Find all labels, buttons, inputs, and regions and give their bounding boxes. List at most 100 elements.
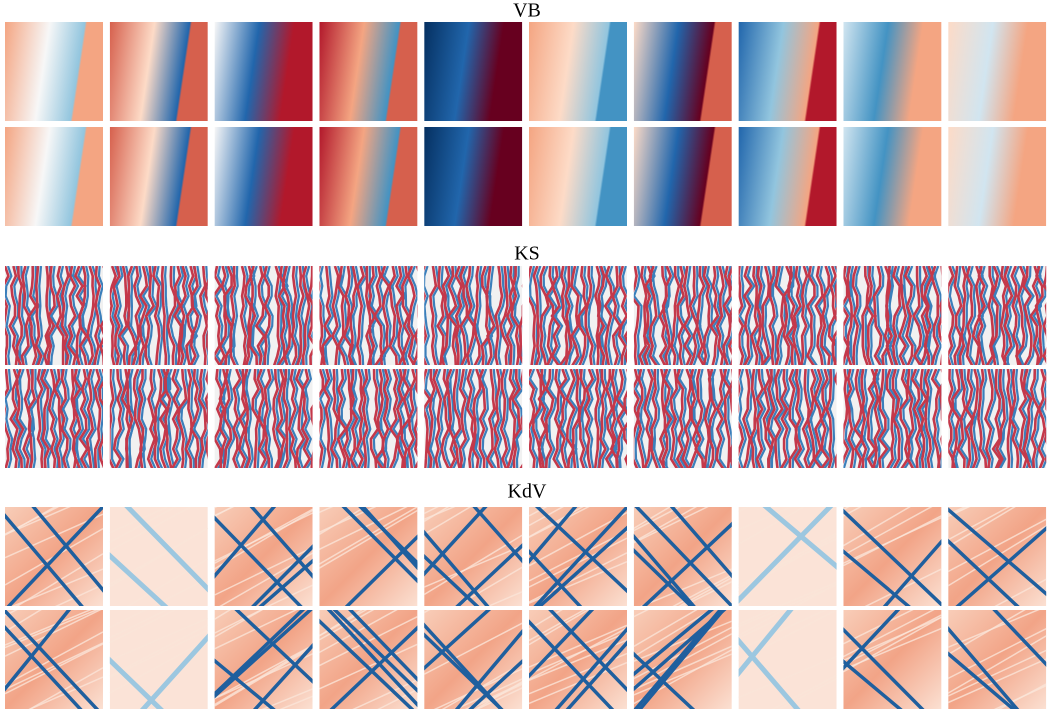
stripe xyxy=(170,369,180,468)
stripe xyxy=(15,369,25,468)
section-title: VB xyxy=(513,0,541,22)
stripe xyxy=(697,369,708,468)
stripe xyxy=(499,369,509,468)
stripe xyxy=(769,369,779,468)
stripe xyxy=(999,266,1008,365)
streak xyxy=(948,649,1047,697)
stripe xyxy=(465,266,476,365)
stripe xyxy=(64,266,73,365)
stripe xyxy=(382,266,394,365)
stripe xyxy=(1003,266,1014,365)
stripe xyxy=(738,369,745,468)
streak xyxy=(109,617,208,662)
stripe xyxy=(135,266,145,365)
stripe xyxy=(204,278,208,352)
stripe xyxy=(369,369,380,468)
stripe xyxy=(926,266,937,365)
stripe xyxy=(755,266,764,365)
stripe xyxy=(930,266,940,365)
stripe xyxy=(71,369,82,468)
stripe xyxy=(505,266,515,365)
stripe xyxy=(1014,266,1026,365)
streak xyxy=(5,631,103,686)
stripe xyxy=(537,369,548,468)
stripe xyxy=(771,266,779,365)
stripe xyxy=(550,266,561,365)
stripe xyxy=(125,369,134,468)
soliton xyxy=(641,521,732,606)
field xyxy=(109,127,208,226)
stripe xyxy=(78,266,89,365)
stripe xyxy=(296,266,305,365)
panel xyxy=(214,127,313,226)
soliton xyxy=(348,610,418,682)
stripe xyxy=(404,266,414,365)
streak xyxy=(633,610,713,658)
streak xyxy=(529,530,627,582)
streak xyxy=(109,624,208,677)
stripe xyxy=(18,369,28,468)
stripe xyxy=(485,369,496,468)
soliton xyxy=(634,507,732,606)
soliton xyxy=(548,610,627,693)
stripe xyxy=(499,266,510,365)
stripe xyxy=(913,369,925,468)
stripe xyxy=(214,266,222,365)
stripe xyxy=(47,369,57,468)
soliton xyxy=(472,507,523,564)
stripe xyxy=(446,369,457,468)
stripe xyxy=(885,266,894,365)
stripe xyxy=(138,266,149,365)
streak xyxy=(319,610,375,641)
streak xyxy=(454,678,523,709)
stripe xyxy=(617,369,627,468)
soliton xyxy=(214,507,277,579)
stripe xyxy=(413,369,418,468)
stripe xyxy=(949,369,958,468)
streak xyxy=(777,581,837,606)
stripe xyxy=(276,266,284,365)
stripe xyxy=(180,369,191,468)
stripe xyxy=(160,266,168,365)
soliton xyxy=(214,658,276,709)
stripe xyxy=(275,369,286,468)
stripe xyxy=(923,266,934,365)
panel xyxy=(633,22,732,121)
soliton xyxy=(234,610,313,684)
soliton xyxy=(738,610,794,677)
field xyxy=(843,22,942,121)
stripe xyxy=(384,369,393,468)
panel xyxy=(5,266,103,365)
stripe xyxy=(218,369,228,468)
stripe xyxy=(40,369,51,468)
stripe xyxy=(112,369,123,468)
stripe xyxy=(557,369,568,468)
stripe xyxy=(78,369,89,468)
stripe xyxy=(319,266,325,365)
stripe xyxy=(163,266,171,365)
soliton xyxy=(948,538,1020,606)
stripe xyxy=(15,266,24,365)
stripe xyxy=(336,266,347,365)
stripe xyxy=(429,266,438,365)
field xyxy=(319,22,418,121)
stripe xyxy=(416,426,418,468)
stripe xyxy=(271,369,281,468)
stripe xyxy=(865,266,875,365)
stripe xyxy=(532,266,541,365)
soliton xyxy=(633,548,694,606)
stripe xyxy=(649,369,659,468)
panel xyxy=(948,369,1047,468)
stripe xyxy=(359,266,368,365)
panel xyxy=(5,507,103,606)
panel xyxy=(214,266,313,365)
panel xyxy=(214,369,313,468)
stripe xyxy=(257,266,269,365)
stripe xyxy=(1006,266,1017,365)
streak xyxy=(738,538,837,586)
stripe xyxy=(791,266,802,365)
stripe xyxy=(519,369,523,468)
stripe xyxy=(480,266,491,365)
soliton xyxy=(955,526,1047,606)
stripe xyxy=(597,369,603,468)
